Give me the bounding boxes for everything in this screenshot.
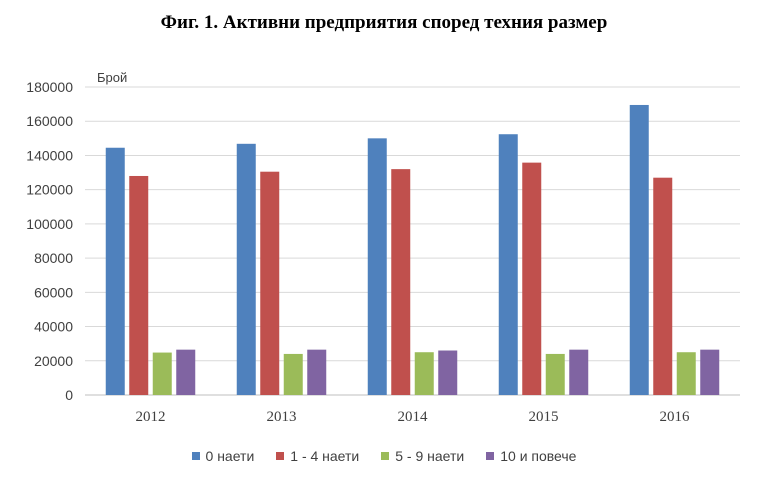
y-tick-label: 160000 xyxy=(26,113,73,129)
y-tick-label: 100000 xyxy=(26,216,73,232)
bar xyxy=(152,352,172,395)
legend-item-1: 1 - 4 наети xyxy=(276,448,359,464)
y-tick-label: 20000 xyxy=(34,353,73,369)
legend-item-2: 5 - 9 наети xyxy=(381,448,464,464)
bar xyxy=(545,353,565,395)
bar xyxy=(391,169,411,395)
chart-title: Фиг. 1. Активни предприятия според техни… xyxy=(160,12,608,33)
x-tick-label: 2016 xyxy=(660,409,691,425)
legend-item-3: 10 и повече xyxy=(486,448,576,464)
legend-label-0: 0 наети xyxy=(205,448,255,464)
bar xyxy=(653,177,673,395)
bar xyxy=(367,138,387,396)
legend-swatch-3 xyxy=(486,452,495,460)
bar xyxy=(498,134,518,395)
y-tick-label: 0 xyxy=(65,387,73,403)
bar xyxy=(105,147,125,395)
y-axis-label: Брой xyxy=(97,70,127,85)
legend-swatch-1 xyxy=(276,452,285,460)
x-tick-label: 2015 xyxy=(529,409,559,425)
y-tick-label: 40000 xyxy=(34,319,73,335)
legend-label-3: 10 и повече xyxy=(500,448,577,464)
y-tick-label: 140000 xyxy=(26,147,73,163)
legend-swatch-0 xyxy=(191,452,200,460)
legend-swatch-2 xyxy=(381,452,390,460)
bar xyxy=(522,162,542,395)
bar xyxy=(700,349,720,395)
y-tick-label: 120000 xyxy=(26,182,73,198)
x-tick-label: 2014 xyxy=(398,409,429,425)
bar xyxy=(129,175,149,395)
bar xyxy=(260,171,280,395)
bar xyxy=(569,349,589,395)
legend-item-0: 0 наети xyxy=(191,448,255,464)
y-tick-label: 80000 xyxy=(34,250,73,266)
bar xyxy=(676,352,696,395)
legend-label-2: 5 - 9 наети xyxy=(395,448,465,464)
chart-legend: 0 наети 1 - 4 наети 5 - 9 наети 10 и пов… xyxy=(0,448,768,464)
x-tick-label: 2012 xyxy=(136,409,166,425)
bar xyxy=(307,349,327,395)
bar xyxy=(629,104,649,395)
bar xyxy=(236,143,256,395)
legend-label-1: 1 - 4 наети xyxy=(290,448,360,464)
bar xyxy=(438,350,458,395)
bar xyxy=(414,352,434,395)
y-tick-label: 60000 xyxy=(34,284,73,300)
bar xyxy=(176,349,196,395)
bar xyxy=(283,353,303,395)
y-tick-label: 180000 xyxy=(26,79,73,95)
x-tick-label: 2013 xyxy=(267,409,297,425)
